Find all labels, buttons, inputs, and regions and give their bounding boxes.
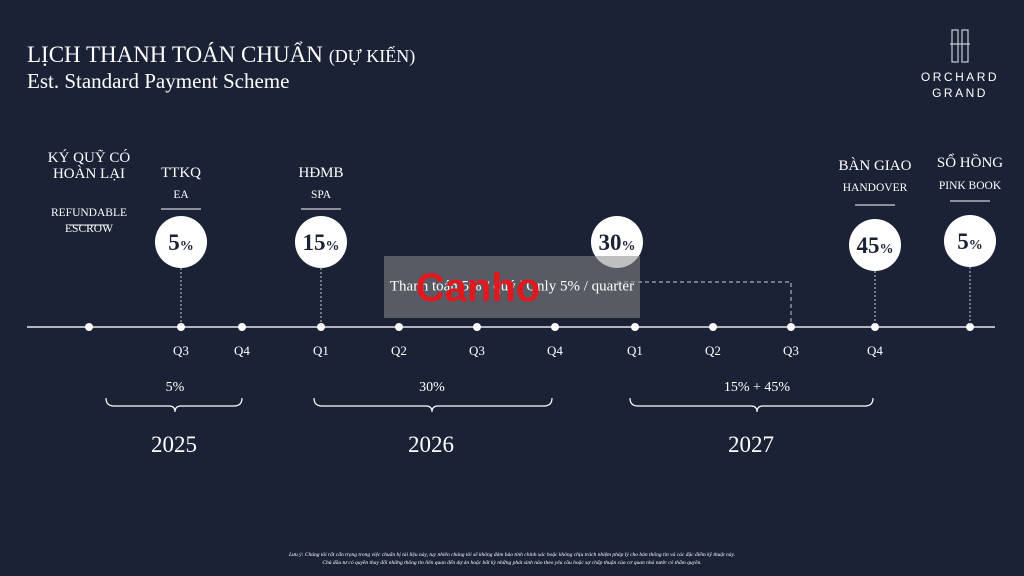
milestone-label: TTKQ: [161, 165, 201, 181]
timeline-dot: [709, 323, 717, 331]
logo: [950, 29, 970, 63]
timeline-dot: [473, 323, 481, 331]
percent-value: 45: [857, 233, 880, 258]
milestone-label: BÀN GIAO: [839, 157, 912, 174]
percent-circle: [849, 219, 901, 271]
quarter-label: Q4: [547, 343, 563, 358]
timeline-dot: [177, 323, 185, 331]
milestone-label: SỔ HỒNG: [937, 153, 1003, 171]
percent-unit: %: [880, 242, 894, 257]
percent-text: 30%: [599, 230, 636, 255]
timeline-dot: [631, 323, 639, 331]
milestone-sublabel: SPA: [311, 189, 332, 201]
timeline-dot: [966, 323, 974, 331]
milestone-label: HOÀN LẠI: [53, 165, 125, 182]
timeline-dot: [395, 323, 403, 331]
milestone-sublabel: EA: [173, 189, 189, 201]
quarter-label: Q1: [627, 343, 643, 358]
quarter-label: Q3: [173, 343, 189, 358]
percent-unit: %: [622, 239, 636, 254]
year-bracket: [313, 397, 553, 413]
percent-circle: [944, 215, 996, 267]
percent-text: 15%: [303, 230, 340, 255]
year-total: 15% + 45%: [724, 380, 791, 395]
percent-unit: %: [180, 239, 194, 254]
footnote: Lưu ý: Chúng tôi rất cẩn trọng trong việ…: [288, 551, 735, 558]
percent-circle: [591, 216, 643, 268]
quarter-label: Q3: [469, 343, 485, 358]
logo-text: ORCHARD: [921, 70, 999, 84]
percent-value: 15: [303, 230, 326, 255]
percent-circle: [295, 216, 347, 268]
timeline-dot: [551, 323, 559, 331]
percent-value: 5: [168, 230, 180, 255]
percent-unit: %: [969, 238, 983, 253]
year-label: 2026: [408, 432, 454, 457]
quarter-label: Q4: [867, 343, 883, 358]
year-label: 2027: [728, 432, 774, 457]
percent-value: 30: [599, 230, 622, 255]
quarter-label: Q1: [313, 343, 329, 358]
year-total: 5%: [166, 380, 185, 395]
percent-value: 5: [957, 229, 969, 254]
year-total: 30%: [419, 380, 445, 395]
watermark-box: [384, 256, 640, 318]
timeline-dot: [787, 323, 795, 331]
timeline-dot: [238, 323, 246, 331]
milestone-sublabel: ESCROW: [65, 223, 113, 235]
percent-circle: [155, 216, 207, 268]
footnote: Chủ đầu tư có quyền thay đổi những thông…: [322, 559, 701, 566]
year-bracket: [105, 397, 243, 413]
title-main: LỊCH THANH TOÁN CHUẨN: [27, 41, 323, 67]
quarter-label: Q4: [234, 343, 250, 358]
milestone-label: KÝ QUỸ CÓ: [48, 149, 131, 166]
year-label: 2025: [151, 432, 197, 457]
installment-dashed: [617, 281, 792, 327]
quarter-label: Q2: [391, 343, 407, 358]
year-bracket: [629, 397, 874, 413]
watermark: Canho: [416, 266, 540, 310]
milestone-sublabel: HANDOVER: [843, 182, 908, 194]
milestone-label: HĐMB: [298, 165, 343, 181]
installment-note: Thanh toán 5% / quý | Only 5% / quarter: [390, 278, 634, 294]
percent-text: 45%: [857, 233, 894, 258]
title-note: (DỰ KIẾN): [329, 45, 415, 67]
quarter-label: Q2: [705, 343, 721, 358]
logo-text: GRAND: [932, 86, 988, 100]
milestone-sublabel: PINK BOOK: [939, 180, 1002, 192]
percent-text: 5%: [168, 230, 194, 255]
percent-text: 5%: [957, 229, 983, 254]
timeline-dot: [317, 323, 325, 331]
quarter-label: Q3: [783, 343, 799, 358]
percent-unit: %: [326, 239, 340, 254]
timeline-dot: [871, 323, 879, 331]
subtitle: Est. Standard Payment Scheme: [27, 69, 289, 93]
milestone-sublabel: REFUNDABLE: [51, 207, 127, 219]
timeline-dot: [85, 323, 93, 331]
title: LỊCH THANH TOÁN CHUẨN (DỰ KIẾN): [27, 41, 415, 67]
